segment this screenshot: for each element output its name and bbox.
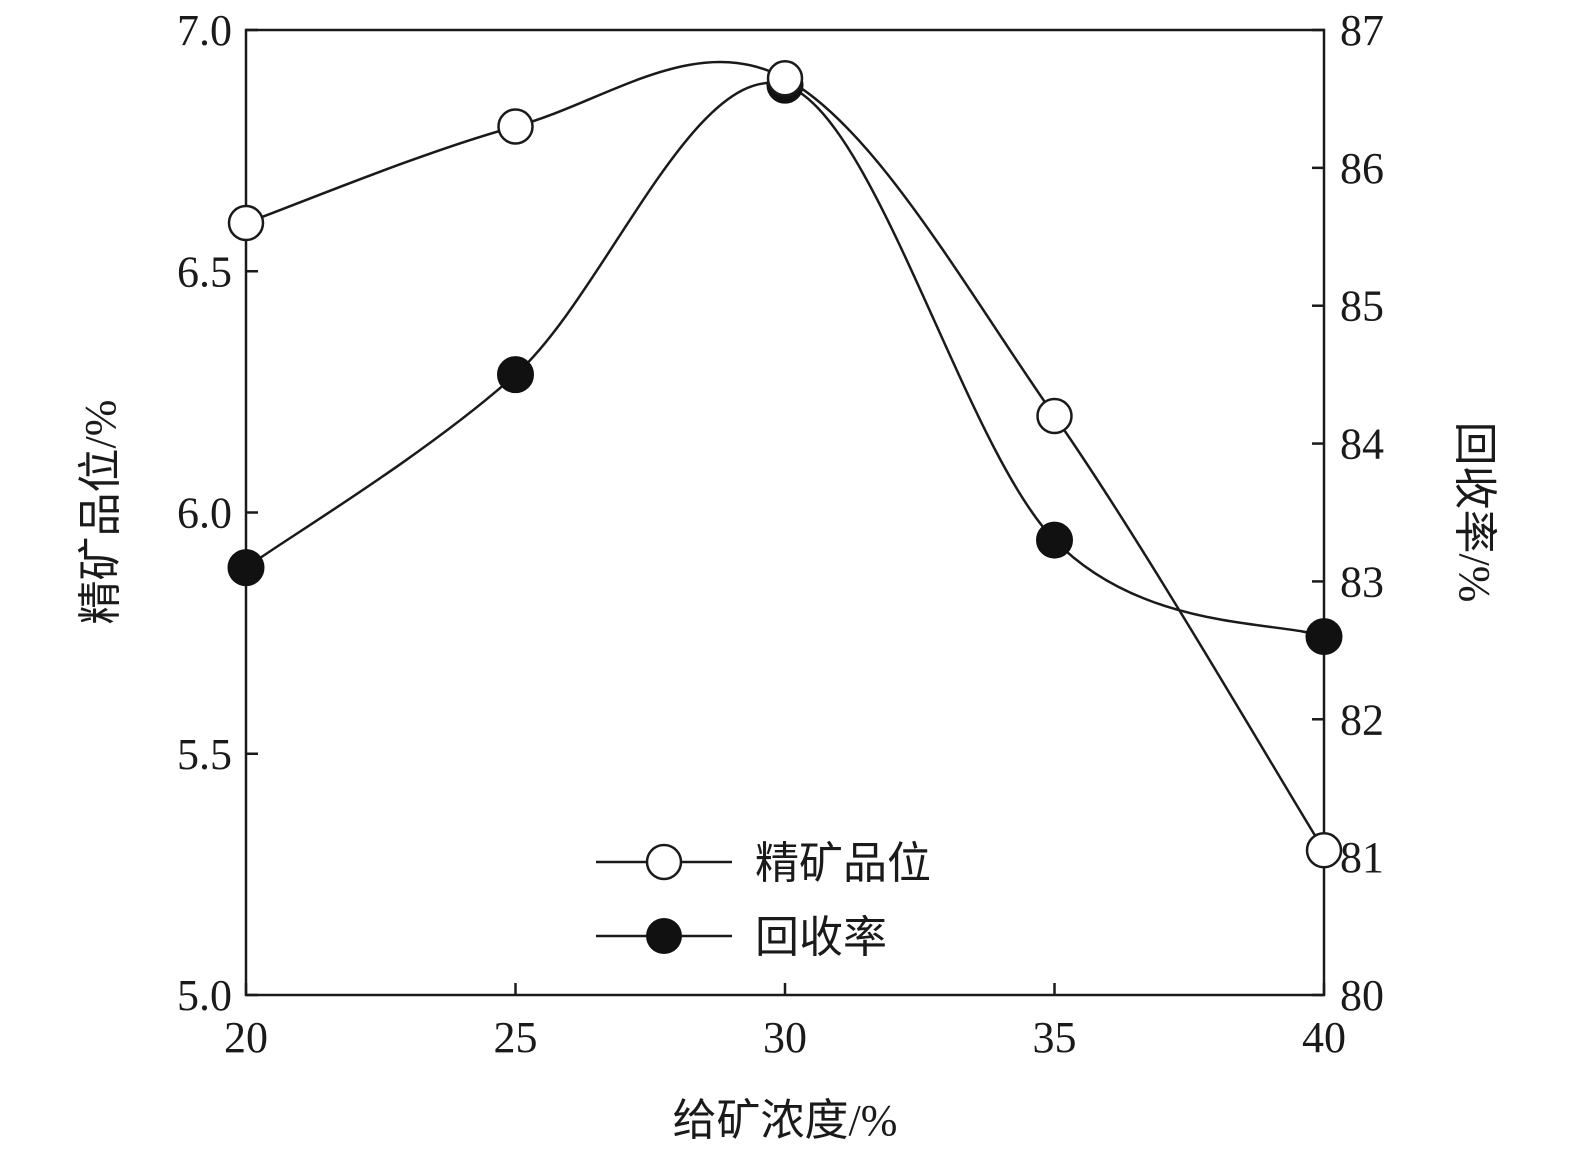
y-right-tick-label: 85 (1340, 282, 1384, 331)
legend-marker-grade (645, 843, 683, 881)
data-point-open (497, 108, 534, 145)
legend-label-recovery: 回收率 (755, 913, 887, 962)
ticks: 20 25 30 35 40 5.0 5.5 6.0 6.5 7.0 80 81 82 83 84 85 86 8… (177, 6, 1384, 1062)
series-recovery (227, 66, 1343, 656)
legend-marker-recovery (646, 918, 682, 954)
y-right-tick-label: 84 (1340, 420, 1384, 469)
x-tick-label: 30 (763, 1013, 807, 1062)
x-tick-label: 40 (1302, 1013, 1346, 1062)
y-left-tick-label: 6.0 (177, 489, 232, 538)
series-grade (227, 60, 1343, 869)
data-point-open (766, 60, 804, 97)
y-left-tick-label: 5.0 (177, 971, 232, 1020)
data-point-filled (1305, 618, 1343, 656)
y-right-tick-label: 81 (1340, 833, 1384, 882)
y-left-tick-label: 5.5 (177, 730, 232, 779)
y-right-tick-label: 86 (1340, 144, 1384, 193)
series-line (245, 81, 1325, 638)
x-tick-label: 20 (224, 1013, 268, 1062)
data-point-open (1036, 397, 1073, 435)
legend-label-grade: 精矿品位 (755, 839, 931, 888)
data-point-filled (227, 549, 265, 587)
y-left-tick-label: 7.0 (177, 6, 232, 55)
y-right-tick-label: 87 (1340, 6, 1384, 55)
data-point-filled (497, 356, 534, 394)
y-right-tick-label: 83 (1340, 557, 1384, 606)
y-axis-left-title: 精矿品位/% (76, 400, 125, 625)
y-axis-right-title: 回收率/% (1450, 422, 1499, 603)
y-right-tick-label: 80 (1340, 971, 1384, 1020)
series-layer (227, 60, 1343, 869)
x-tick-label: 35 (1033, 1013, 1077, 1062)
x-axis-title: 给矿浓度/% (673, 1096, 898, 1145)
data-point-open (227, 204, 265, 242)
x-tick-label: 25 (494, 1013, 538, 1062)
legend: 精矿品位 回收率 (596, 839, 931, 962)
y-left-tick-label: 6.5 (177, 247, 232, 296)
y-right-tick-label: 82 (1340, 695, 1384, 744)
data-point-filled (1036, 521, 1073, 559)
data-point-open (1305, 832, 1343, 869)
series-line (245, 60, 1326, 851)
